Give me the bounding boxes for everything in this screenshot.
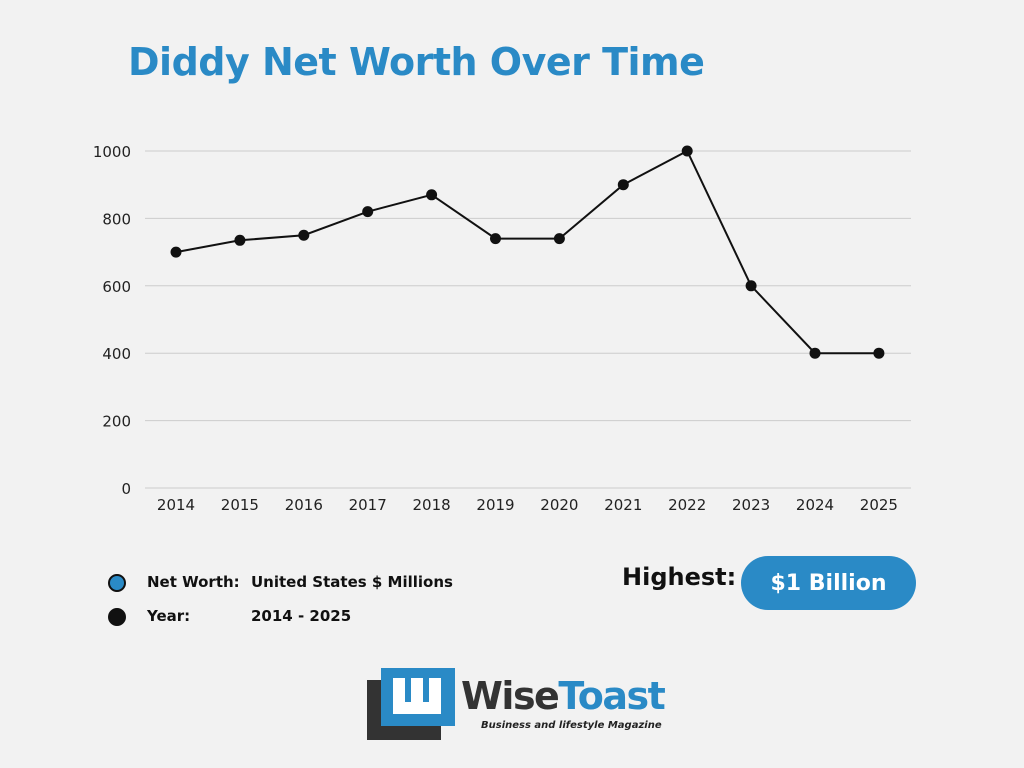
x-tick-label: 2018	[413, 496, 451, 514]
y-axis-ticks: 0 200 400 600 800 1000	[93, 143, 131, 498]
black-dot-icon	[108, 608, 126, 626]
data-point	[809, 347, 821, 359]
data-point	[362, 206, 374, 218]
data-point	[234, 234, 246, 246]
data-point	[426, 189, 438, 201]
x-tick-label: 2022	[668, 496, 706, 514]
x-tick-label: 2016	[285, 496, 323, 514]
logo-wordmark: WiseToast	[461, 674, 666, 718]
chart-title: Diddy Net Worth Over Time	[128, 40, 705, 84]
logo-tagline: Business and lifestyle Magazine	[481, 720, 662, 731]
data-point	[681, 145, 693, 157]
legend-value: 2014 - 2025	[251, 607, 352, 625]
y-tick-label: 0	[121, 480, 131, 498]
highest-value-badge: $1 Billion	[741, 556, 916, 610]
y-tick-label: 200	[102, 413, 131, 431]
x-tick-label: 2023	[732, 496, 770, 514]
x-axis-ticks: 2014 2015 2016 2017 2018 2019 2020 2021 2022 2023…	[157, 496, 898, 514]
logo-word-wise: Wise	[461, 674, 560, 718]
data-point	[873, 347, 885, 359]
series-line-path	[175, 149, 879, 355]
blue-dot-icon	[108, 574, 126, 592]
x-tick-label: 2024	[796, 496, 834, 514]
x-tick-label: 2014	[157, 496, 195, 514]
wisetoast-logo-icon	[367, 668, 455, 740]
data-point	[490, 233, 501, 245]
x-tick-label: 2019	[476, 496, 514, 514]
x-tick-label: 2020	[540, 496, 578, 514]
x-tick-label: 2021	[604, 496, 642, 514]
legend-key: Net Worth:	[147, 573, 240, 591]
legend-key: Year:	[147, 607, 191, 625]
x-tick-label: 2015	[221, 496, 259, 514]
gridlines	[145, 150, 911, 489]
y-tick-label: 400	[102, 345, 131, 363]
series-points	[170, 145, 885, 359]
wisetoast-logo: WiseToast Business and lifestyle Magazin…	[367, 668, 667, 740]
data-point	[553, 233, 565, 245]
data-point	[170, 246, 182, 258]
x-tick-label: 2017	[349, 496, 387, 514]
legend-value: United States $ Millions	[251, 573, 453, 591]
x-tick-label: 2025	[860, 496, 898, 514]
series-line	[175, 149, 879, 355]
data-point	[745, 280, 757, 292]
data-point	[617, 179, 629, 191]
y-tick-label: 800	[102, 210, 131, 228]
data-point	[298, 229, 310, 241]
y-tick-label: 600	[102, 278, 131, 296]
highest-label: Highest:	[622, 563, 737, 591]
y-tick-label: 1000	[93, 143, 131, 161]
logo-word-toast: Toast	[558, 674, 665, 718]
